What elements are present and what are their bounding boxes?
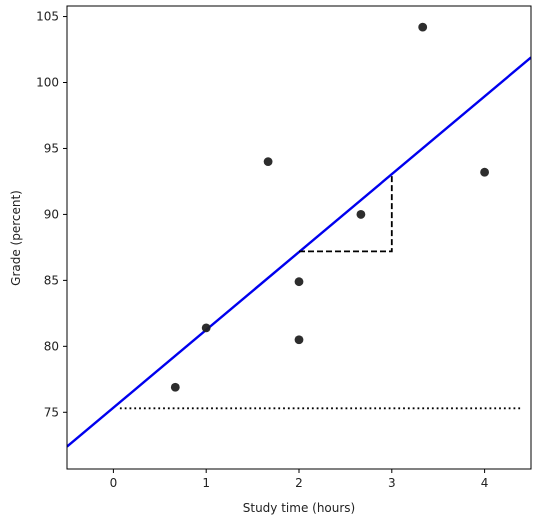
y-tick-label: 105 bbox=[36, 10, 59, 24]
y-tick-label: 85 bbox=[44, 273, 59, 287]
x-tick-label: 4 bbox=[481, 476, 489, 490]
y-axis: 75 80 85 90 95 100 105 bbox=[36, 10, 67, 419]
x-tick-label: 2 bbox=[295, 476, 303, 490]
x-tick-label: 3 bbox=[388, 476, 396, 490]
x-tick-label: 1 bbox=[202, 476, 210, 490]
series-line-dashed bbox=[299, 174, 393, 253]
data-point bbox=[170, 382, 180, 392]
data-point bbox=[480, 167, 489, 177]
data-point bbox=[294, 335, 304, 345]
data-point bbox=[418, 22, 428, 32]
x-tick-label: 0 bbox=[110, 476, 118, 490]
data-point bbox=[356, 210, 366, 219]
y-tick-label: 80 bbox=[44, 339, 59, 353]
y-tick-label: 95 bbox=[44, 141, 59, 155]
series-layer bbox=[67, 22, 531, 448]
x-axis-label: Study time (hours) bbox=[243, 501, 356, 515]
plot-area bbox=[67, 6, 531, 469]
y-tick-label: 75 bbox=[44, 405, 59, 419]
x-axis: 0 1 2 3 4 bbox=[110, 469, 489, 490]
data-point bbox=[263, 157, 273, 167]
data-point bbox=[294, 277, 304, 287]
y-tick-label: 90 bbox=[44, 207, 59, 221]
data-point bbox=[201, 323, 211, 333]
y-axis-label: Grade (percent) bbox=[9, 190, 23, 286]
y-tick-label: 100 bbox=[36, 76, 59, 90]
